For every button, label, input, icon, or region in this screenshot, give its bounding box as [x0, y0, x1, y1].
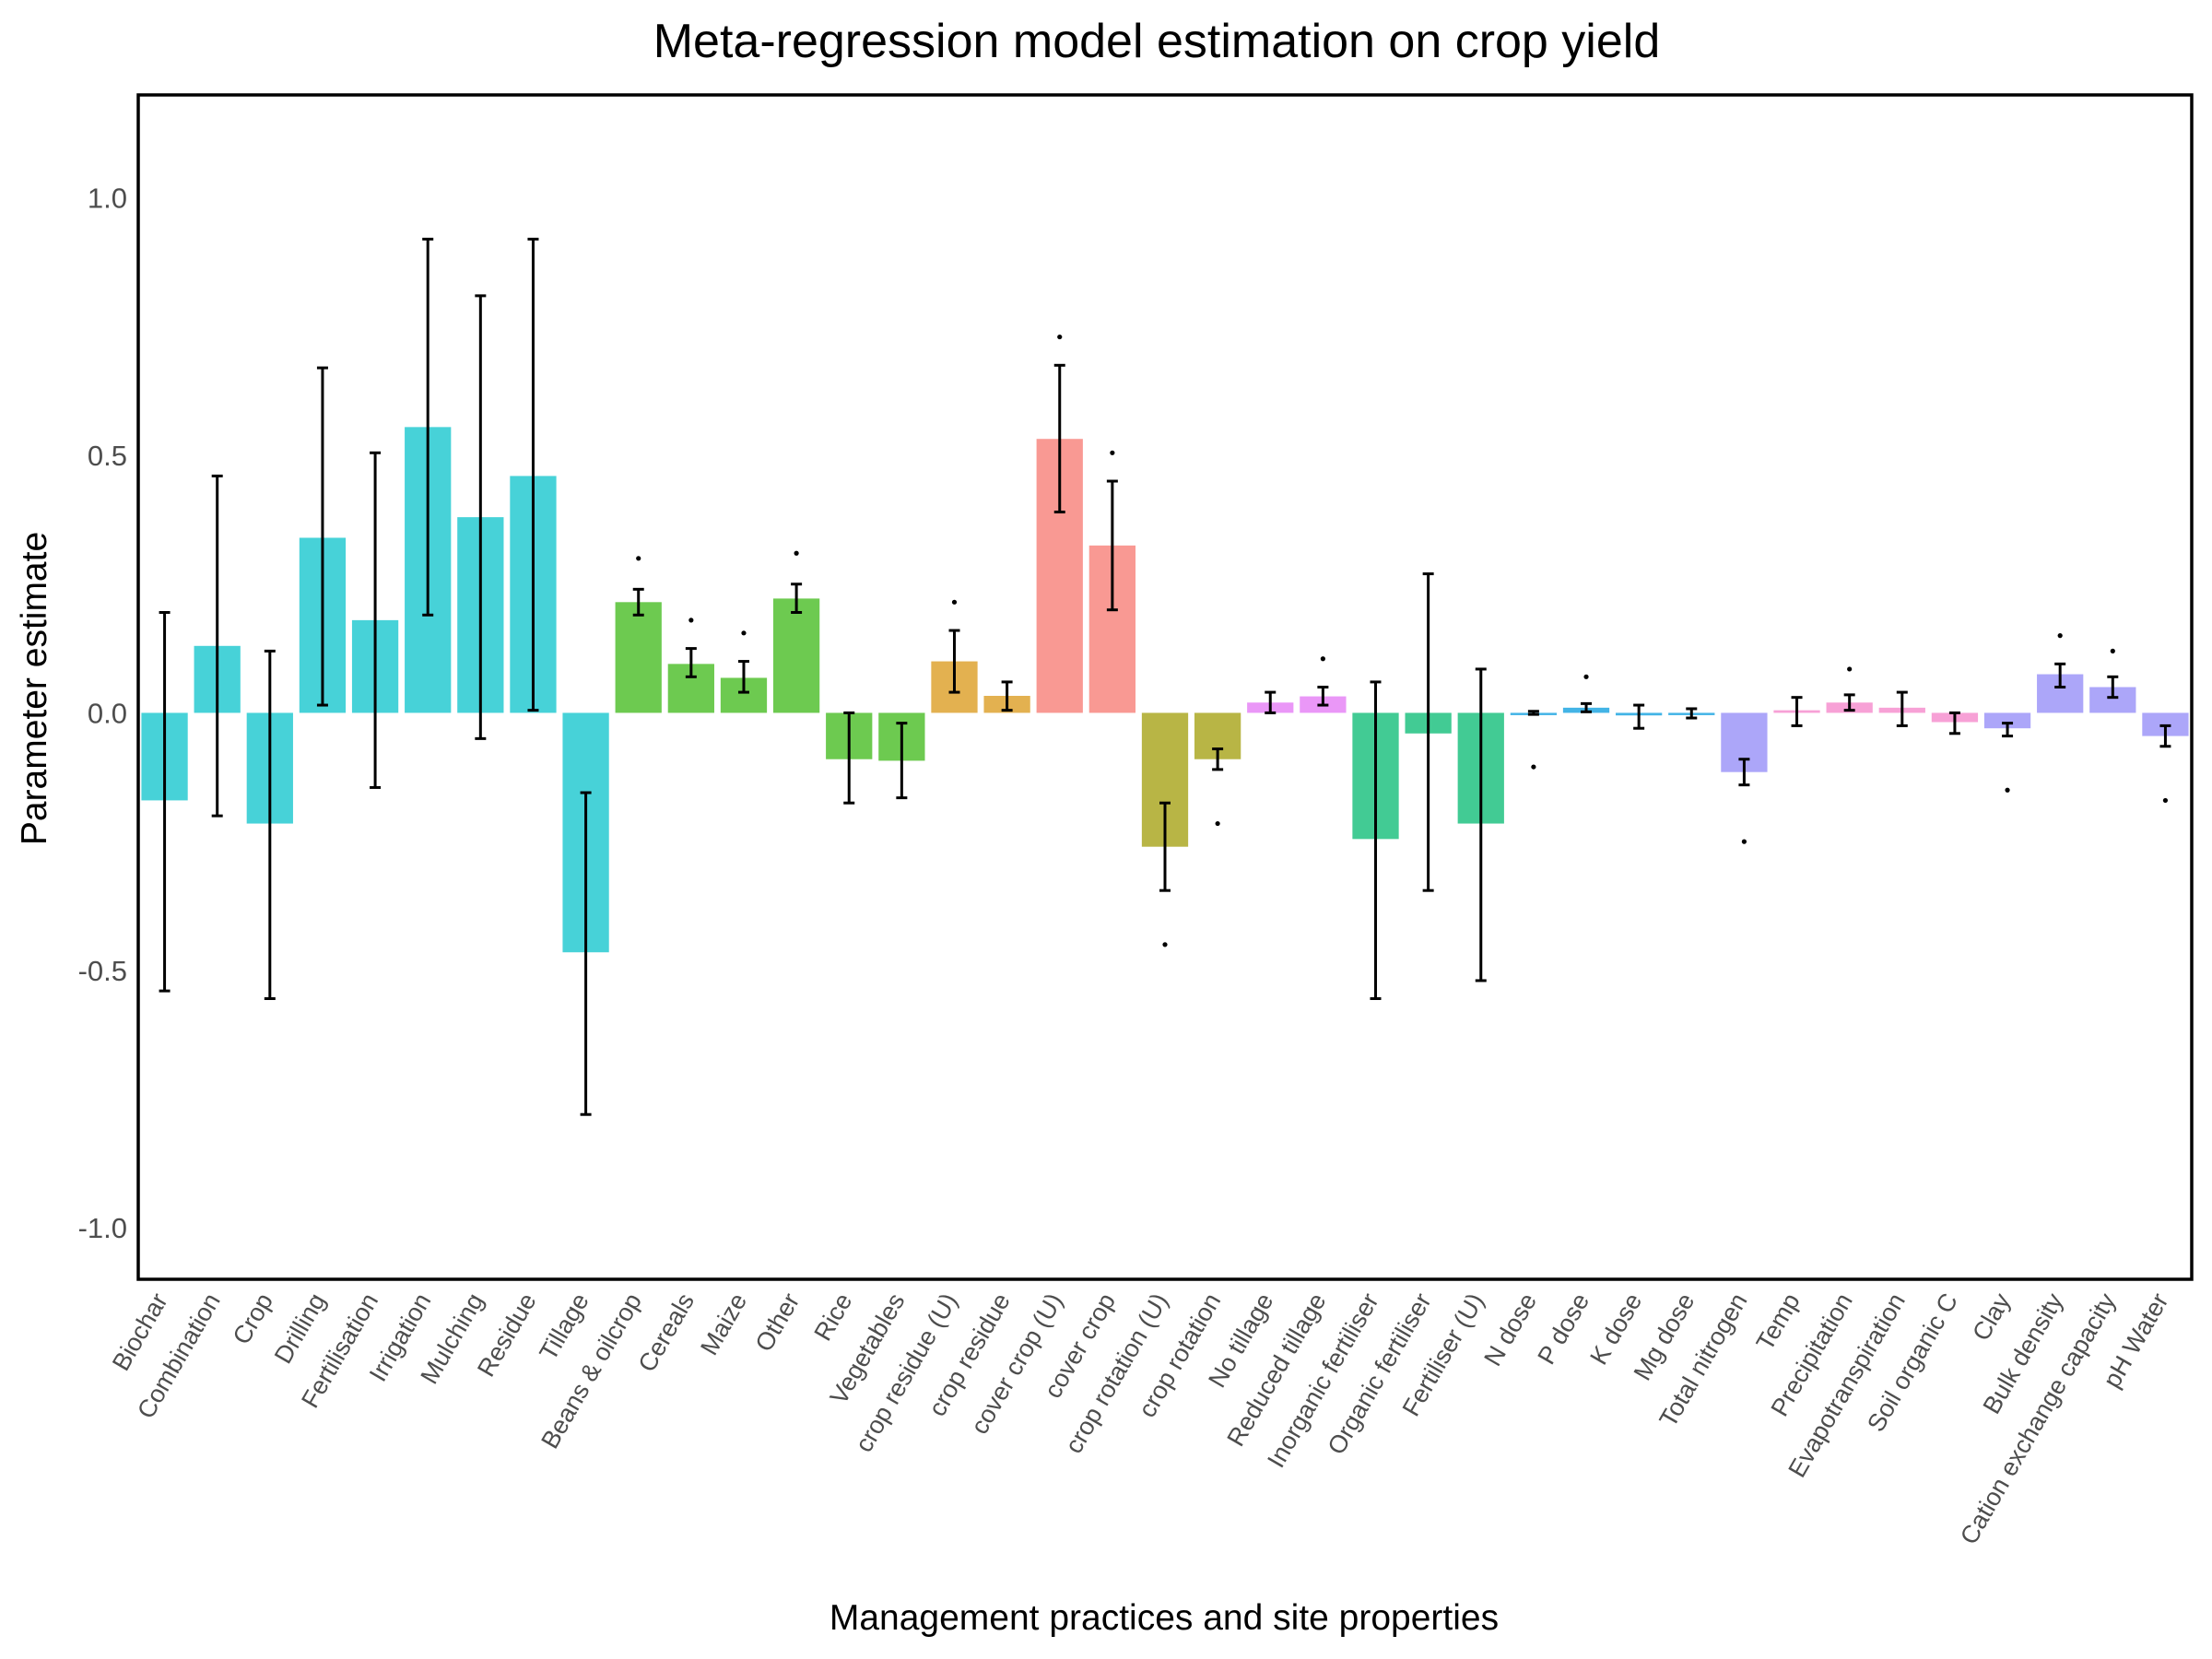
sig-dot-precipitation [1847, 666, 1853, 672]
x-tick-label-crop: Crop [228, 1288, 278, 1349]
error-bar-inorganic-fertiliser [1370, 680, 1382, 1001]
error-bar-k-dose [1633, 703, 1645, 730]
y-tick-label: 0.0 [88, 697, 127, 729]
sig-dot-bulk-density [2057, 633, 2063, 639]
bar-other [772, 598, 820, 713]
error-bar-no-tillage [1265, 690, 1277, 714]
sig-dot-cover-crop-u [1057, 334, 1063, 340]
error-bar-cover-crop-u [1053, 363, 1065, 514]
error-bar-irrigation [422, 237, 434, 617]
error-bar-mulching [475, 294, 487, 740]
error-bar-tillage [580, 791, 592, 1116]
sig-dot-cereals [688, 618, 694, 623]
error-bar-ph-water [2159, 724, 2171, 748]
error-bar-beans-oilcrop [632, 587, 644, 617]
error-bar-crop-rotation [1212, 747, 1224, 771]
bar-beans-oilcrop [615, 602, 662, 713]
y-axis-title: Parameter estimate [15, 532, 54, 845]
y-tick-label: 0.5 [88, 440, 127, 472]
error-bar-other [791, 582, 803, 614]
y-tick-label: -1.0 [78, 1212, 127, 1244]
y-tick-label: 1.0 [88, 182, 127, 215]
error-bar-temp [1791, 696, 1803, 727]
sig-dot-other [794, 550, 799, 556]
x-tick-label-temp: Temp [1751, 1288, 1806, 1355]
error-bar-crop-rotation-u [1159, 801, 1171, 892]
x-tick-label-n-dose: N dose [1478, 1288, 1542, 1371]
error-bar-p-dose [1581, 701, 1593, 713]
error-bar-cation-exchange-capacity [2107, 675, 2119, 700]
error-bar-cereals [685, 647, 697, 678]
error-bar-clay [2002, 722, 2014, 738]
error-bar-drilling [316, 366, 328, 707]
sig-dot-reduced-tillage [1320, 656, 1325, 662]
sig-dot-p-dose [1583, 674, 1589, 679]
error-bar-organic-fertiliser [1422, 572, 1434, 892]
error-bar-residue [527, 237, 539, 712]
x-tick-label-maize: Maize [695, 1288, 752, 1359]
sig-dot-crop-rotation [1215, 820, 1220, 827]
sig-dot-total-nitrogen [1741, 839, 1747, 844]
error-bar-soil-organic-c [1948, 711, 1960, 735]
sig-dot-cation-exchange-capacity [2110, 648, 2115, 653]
sig-dot-maize [741, 630, 747, 636]
error-bar-reduced-tillage [1317, 686, 1329, 707]
error-bar-total-nitrogen [1738, 758, 1750, 787]
plot-area [141, 237, 2189, 1116]
sig-dot-ph-water [2162, 797, 2169, 804]
x-axis-title: Management practices and site properties [830, 1598, 1499, 1638]
error-bar-n-dose [1527, 710, 1539, 716]
error-bar-fertilisation [370, 451, 382, 789]
error-bar-vegetables [896, 722, 908, 800]
x-tick-label-other: Other [750, 1288, 806, 1356]
error-bar-evapotranspiration [1896, 690, 1908, 727]
error-bar-bulk-density [2054, 662, 2066, 688]
sig-dot-cover-crop [1110, 450, 1115, 455]
x-tick-label-clay: Clay [1967, 1288, 2016, 1346]
sig-dot-crop-rotation-u [1162, 942, 1168, 947]
plot-frame [136, 93, 2194, 1281]
error-bar-precipitation [1843, 693, 1855, 712]
error-bar-fertiliser-u [1475, 667, 1487, 982]
error-bar-biochar [159, 610, 171, 993]
y-axis: -1.0 -0.5 0.0 0.5 1.0 [78, 182, 127, 1244]
error-bar-combination [211, 474, 223, 818]
x-tick-label-rice: Rice [808, 1288, 857, 1346]
error-bar-rice [843, 711, 855, 805]
sig-dot-crop-residue-u [951, 599, 958, 605]
error-bar-cover-crop [1106, 479, 1118, 612]
bar-clay [1983, 712, 2031, 729]
y-tick-label: -0.5 [78, 955, 127, 987]
error-bar-crop-residue-u [948, 629, 960, 694]
sig-dot-n-dose [1531, 764, 1536, 770]
error-bar-maize [737, 660, 749, 694]
error-bar-crop [264, 649, 276, 1001]
chart-title: Meta-regression model estimation on crop… [653, 15, 1661, 68]
sig-dot-beans-oilcrop [636, 556, 641, 561]
x-tick-label-beans-oilcrop: Beans & oilcrop [535, 1288, 647, 1453]
sig-dot-clay [2005, 787, 2010, 793]
error-bar-crop-residue [1001, 680, 1013, 712]
error-bar-mg-dose [1686, 707, 1698, 720]
